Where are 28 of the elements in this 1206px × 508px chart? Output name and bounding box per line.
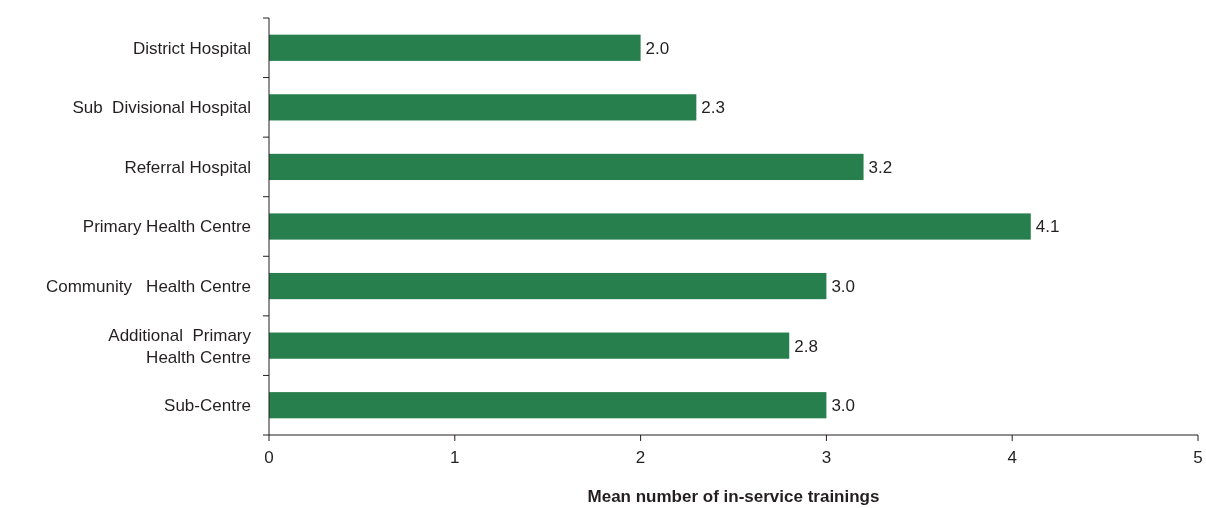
bar [269,94,697,121]
bar [269,34,641,61]
y-tick-label: Primary Health Centre [82,217,251,237]
x-tick-label: 0 [264,448,274,467]
bar [269,332,790,359]
data-label: 2.3 [701,98,725,118]
x-tick-label: 5 [1193,448,1203,467]
y-tick-label: Sub-Centre [164,396,251,416]
bar [269,153,864,181]
x-tick-label: 2 [635,448,646,467]
x-tick-label: 3 [821,448,832,467]
x-tick-label: 1 [450,448,460,467]
data-label: 4.1 [1035,217,1060,237]
y-tick-label: Referral Hospital [124,157,251,177]
y-tick-label: Additional Primary Health Centre [108,325,252,367]
bar [269,213,1031,240]
bar [269,392,827,419]
data-label: 2.8 [794,336,818,356]
bar [269,272,827,300]
data-label: 3.2 [868,157,893,177]
x-axis-title: Mean number of in-service trainings [587,487,880,506]
data-label: 2.0 [645,38,670,58]
y-tick-label: Sub Divisional Hospital [72,98,251,118]
y-tick-label: District Hospital [132,38,251,58]
x-tick-label: 4 [1007,448,1017,467]
data-label: 3.0 [831,396,856,416]
data-label: 3.0 [831,277,856,297]
y-tick-label: Community Health Centre [45,277,251,297]
